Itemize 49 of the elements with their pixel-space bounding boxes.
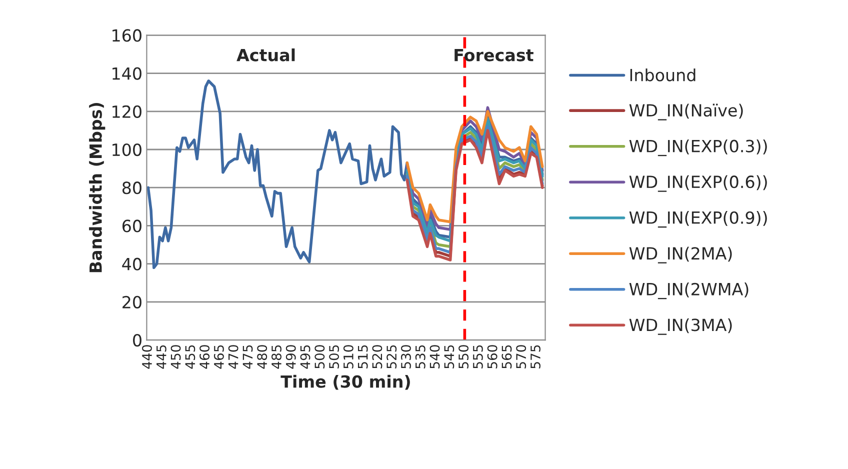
x-tick-label: 545 xyxy=(444,345,454,368)
x-tick-label: 540 xyxy=(430,345,440,368)
y-axis-title: Bandwidth (Mbps) xyxy=(89,103,106,272)
x-tick-label: 565 xyxy=(502,345,512,368)
x-tick-label: 510 xyxy=(343,345,354,368)
x-tick-label: 455 xyxy=(185,345,196,369)
y-tick-label: 140 xyxy=(112,67,142,80)
legend-label: WD_IN(EXP(0.3)) xyxy=(629,140,767,156)
x-tick-label: 555 xyxy=(473,345,483,368)
x-tick-label: 495 xyxy=(300,345,310,369)
x-tick-label: 550 xyxy=(458,345,469,368)
x-tick-label: 505 xyxy=(329,345,340,368)
annotation: Actual xyxy=(236,48,295,62)
x-tick-label: 515 xyxy=(358,345,368,368)
x-tick-label: 480 xyxy=(257,345,268,369)
x-tick-label: 520 xyxy=(372,345,382,368)
x-tick-label: 470 xyxy=(228,345,238,369)
x-axis-title: Time (30 min) xyxy=(280,374,410,390)
x-tick-label: 450 xyxy=(170,345,181,369)
x-tick-label: 445 xyxy=(156,345,166,369)
x-tick-label: 530 xyxy=(400,345,411,368)
x-tick-label: 465 xyxy=(214,345,224,369)
x-tick-label: 475 xyxy=(242,345,253,369)
y-tick-label: 160 xyxy=(112,29,142,42)
y-tick-label: 100 xyxy=(112,143,142,156)
legend-label: WD_IN(3MA) xyxy=(629,318,732,335)
x-tick-label: 525 xyxy=(386,345,397,368)
x-tick-label: 575 xyxy=(530,345,540,368)
legend-label: WD_IN(2MA) xyxy=(629,246,732,264)
legend-label: WD_IN(2WMA) xyxy=(629,282,748,300)
x-tick-label: 560 xyxy=(487,345,498,368)
y-tick-label: 80 xyxy=(122,182,142,194)
x-tick-label: 460 xyxy=(200,345,210,369)
legend-label: WD_IN(EXP(0.9)) xyxy=(629,211,767,228)
legend-label: Inbound xyxy=(630,68,696,82)
y-tick-label: 120 xyxy=(112,105,142,118)
x-tick-label: 500 xyxy=(314,345,325,368)
annotation: Forecast xyxy=(454,48,534,62)
legend-label: WD_IN(Naïve) xyxy=(629,104,743,120)
x-tick-label: 535 xyxy=(415,345,426,368)
x-tick-label: 440 xyxy=(142,345,152,369)
y-tick-label: 40 xyxy=(122,258,142,270)
x-tick-label: 490 xyxy=(286,345,296,369)
y-tick-label: 0 xyxy=(133,334,142,347)
x-tick-label: 485 xyxy=(271,345,282,369)
legend-label: WD_IN(EXP(0.6)) xyxy=(629,175,767,192)
x-tick-label: 570 xyxy=(516,345,526,368)
y-tick-label: 20 xyxy=(122,296,142,308)
y-tick-label: 60 xyxy=(122,220,142,232)
